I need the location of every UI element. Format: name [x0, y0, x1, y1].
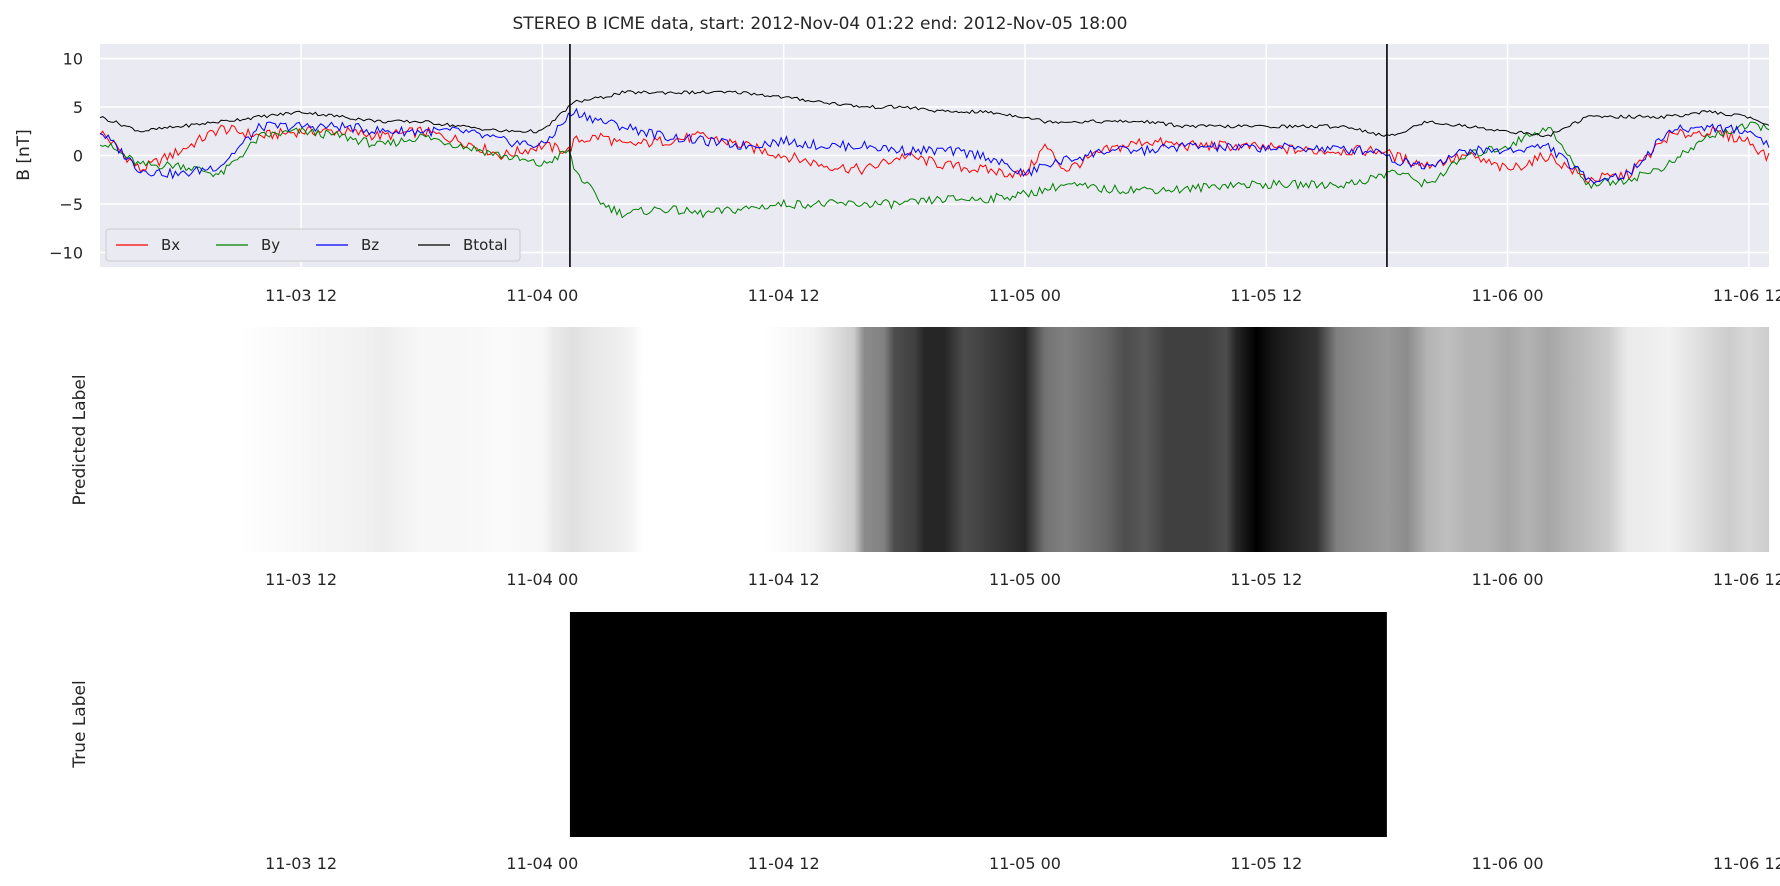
- true-label-heatmap: [100, 612, 1769, 837]
- x-tick-label: 11-03 12: [265, 286, 337, 305]
- y-tick-label: −10: [49, 243, 83, 262]
- true-label-cell: [1386, 612, 1769, 837]
- predicted-y-axis-label: Predicted Label: [70, 374, 90, 505]
- legend-frame: [105, 228, 521, 262]
- true-label-cell: [100, 612, 570, 837]
- x-tick-label: 11-05 12: [1230, 286, 1302, 305]
- x-tick-label: 11-06 00: [1472, 570, 1544, 589]
- legend: Bx By Bz Btotal: [105, 228, 521, 262]
- y-tick-label: 10: [63, 50, 83, 69]
- field-y-ticks: 10 5 0 −5 −10: [49, 50, 83, 263]
- x-tick-label: 11-06 12: [1713, 286, 1780, 305]
- predicted-x-ticks: 11-03 12 11-04 00 11-04 12 11-05 00 11-05 12…: [265, 570, 1780, 589]
- x-tick-label: 11-04 12: [748, 570, 820, 589]
- field-series-lines: [99, 90, 1770, 219]
- legend-label-bz: Bz: [361, 236, 379, 254]
- legend-label-by: By: [261, 236, 280, 254]
- x-tick-label: 11-06 12: [1713, 570, 1780, 589]
- x-tick-label: 11-06 00: [1472, 854, 1544, 873]
- x-tick-label: 11-05 00: [989, 286, 1061, 305]
- x-tick-label: 11-05 12: [1230, 854, 1302, 873]
- x-tick-label: 11-06 12: [1713, 854, 1780, 873]
- x-tick-label: 11-04 00: [506, 286, 578, 305]
- legend-label-bx: Bx: [161, 236, 180, 254]
- x-tick-label: 11-04 00: [506, 854, 578, 873]
- field-panel: 10 5 0 −5 −10 11-03 12 11-04 00 11-04 12 11-05 …: [14, 44, 1780, 305]
- true-label-cell: [569, 612, 1387, 837]
- x-tick-label: 11-04 00: [506, 570, 578, 589]
- series-line-by: [99, 121, 1770, 219]
- x-tick-label: 11-03 12: [265, 854, 337, 873]
- x-tick-label: 11-06 00: [1472, 286, 1544, 305]
- chart-title: STEREO B ICME data, start: 2012-Nov-04 0…: [513, 14, 1128, 34]
- predicted-panel: 11-03 12 11-04 00 11-04 12 11-05 00 11-05 12…: [70, 327, 1780, 589]
- y-tick-label: 0: [73, 147, 83, 166]
- x-tick-label: 11-04 12: [748, 286, 820, 305]
- x-tick-label: 11-04 12: [748, 854, 820, 873]
- field-x-ticks: 11-03 12 11-04 00 11-04 12 11-05 00 11-05 12…: [265, 286, 1780, 305]
- legend-label-btotal: Btotal: [463, 236, 508, 254]
- true-panel: 11-03 12 11-04 00 11-04 12 11-05 00 11-05 12…: [70, 612, 1780, 873]
- x-tick-label: 11-05 00: [989, 570, 1061, 589]
- field-y-axis-label: B [nT]: [14, 129, 34, 181]
- x-tick-label: 11-05 12: [1230, 570, 1302, 589]
- x-tick-label: 11-05 00: [989, 854, 1061, 873]
- x-tick-label: 11-03 12: [265, 570, 337, 589]
- true-x-ticks: 11-03 12 11-04 00 11-04 12 11-05 00 11-05 12…: [265, 854, 1780, 873]
- series-line-btotal: [99, 90, 1770, 138]
- true-y-axis-label: True Label: [70, 680, 90, 768]
- y-tick-label: −5: [59, 195, 83, 214]
- event-boundary-lines: [569, 44, 1388, 267]
- series-line-bz: [99, 107, 1770, 184]
- predicted-heatmap: [100, 327, 1769, 552]
- y-tick-label: 5: [73, 98, 83, 117]
- series-line-bx: [99, 124, 1770, 184]
